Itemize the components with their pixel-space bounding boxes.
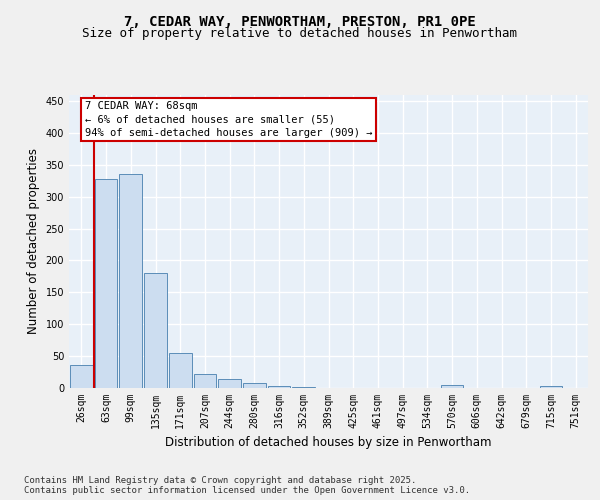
Bar	[441, 385, 463, 388]
Text: 7, CEDAR WAY, PENWORTHAM, PRESTON, PR1 0PE: 7, CEDAR WAY, PENWORTHAM, PRESTON, PR1 0…	[124, 15, 476, 29]
Bar	[194, 374, 216, 388]
Bar	[292, 387, 315, 388]
Text: 7 CEDAR WAY: 68sqm
← 6% of detached houses are smaller (55)
94% of semi-detached: 7 CEDAR WAY: 68sqm ← 6% of detached hous…	[85, 102, 373, 138]
X-axis label: Distribution of detached houses by size in Penwortham: Distribution of detached houses by size …	[165, 436, 492, 449]
Bar	[144, 273, 167, 388]
Bar	[268, 386, 290, 388]
Bar	[119, 174, 142, 388]
Bar	[169, 352, 191, 388]
Y-axis label: Number of detached properties: Number of detached properties	[27, 148, 40, 334]
Bar	[539, 386, 562, 388]
Bar	[218, 379, 241, 388]
Text: Size of property relative to detached houses in Penwortham: Size of property relative to detached ho…	[83, 28, 517, 40]
Bar	[243, 383, 266, 388]
Bar	[95, 179, 118, 388]
Bar	[70, 365, 93, 388]
Text: Contains HM Land Registry data © Crown copyright and database right 2025.
Contai: Contains HM Land Registry data © Crown c…	[24, 476, 470, 495]
